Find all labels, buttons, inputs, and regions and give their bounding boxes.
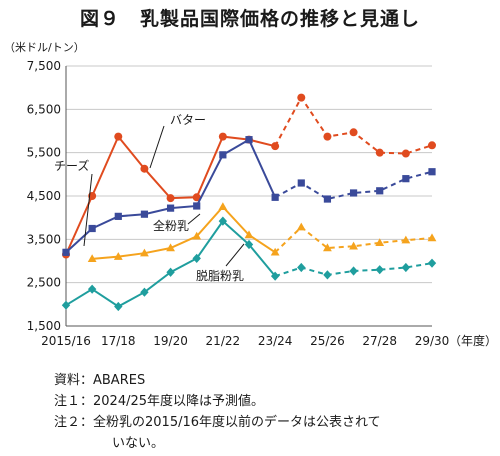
y-tick-label: 2,500	[27, 276, 61, 290]
data-point	[140, 210, 149, 218]
data-point	[349, 128, 358, 137]
data-point	[375, 265, 384, 275]
series-annotation: 脱脂粉乳	[196, 268, 244, 283]
y-axis-label: （米ドル/トン）	[4, 41, 85, 54]
data-point	[87, 254, 97, 263]
line-chart: 1,500 2,500 3,500 4,500 5,500 6,500 7,500 2015/…	[4, 41, 497, 348]
data-point	[140, 248, 149, 257]
annotation-leader	[187, 213, 201, 225]
series-line-actual	[65, 219, 276, 308]
data-point	[114, 132, 123, 141]
x-tick-label: 19/20	[153, 334, 188, 348]
x-tick-label: 2015/16	[41, 334, 91, 348]
data-point	[401, 262, 411, 273]
data-point	[270, 247, 280, 256]
annotation-leader	[83, 173, 93, 247]
series-annotation: 全粉乳	[153, 218, 189, 233]
data-point	[192, 253, 201, 263]
data-point	[323, 132, 332, 141]
data-point	[270, 271, 280, 281]
data-point	[349, 266, 358, 276]
annotation-leader	[149, 125, 165, 169]
data-point	[297, 262, 306, 273]
x-tick-label: 29/30	[415, 334, 450, 348]
data-point	[114, 301, 123, 312]
data-point	[428, 141, 436, 150]
y-tick-label: 3,500	[27, 232, 61, 246]
data-point	[323, 195, 332, 203]
data-point	[113, 252, 123, 260]
x-tick-label: 23/24	[258, 334, 293, 348]
data-point	[427, 233, 437, 242]
x-axis-label: （年度）	[449, 333, 497, 348]
series-line-forecast	[274, 95, 433, 155]
data-point	[166, 204, 175, 212]
data-point	[140, 164, 149, 173]
series-annotation: チーズ	[54, 158, 89, 173]
data-point	[192, 193, 201, 202]
data-point	[114, 212, 122, 220]
data-point	[271, 142, 280, 151]
data-point	[323, 243, 332, 252]
y-tick-label: 5,500	[27, 146, 61, 160]
data-point	[166, 243, 175, 252]
data-point	[218, 202, 228, 211]
annotation-leader	[225, 243, 245, 267]
series-line-actual	[92, 205, 276, 260]
chart-title: 図９ 乳製品国際価格の推移と見通し	[79, 8, 420, 30]
chart-notes: 資料：ABARES 注１：2024/25年度以降は予測値。 注２：全粉乳の201…	[54, 370, 381, 454]
data-point	[375, 238, 385, 246]
data-point	[244, 230, 254, 239]
x-tick-label: 25/26	[310, 334, 345, 348]
data-point	[297, 93, 306, 102]
y-tick-label: 6,500	[27, 102, 61, 116]
data-point	[88, 224, 96, 233]
data-point	[296, 222, 306, 231]
note-2-continued: いない。	[112, 436, 165, 451]
data-point	[193, 202, 201, 210]
data-point	[140, 287, 149, 297]
y-tick-label: 4,500	[27, 189, 61, 203]
data-point	[166, 267, 175, 277]
note-1: 注１：2024/25年度以降は予測値。	[54, 394, 265, 409]
data-point	[62, 248, 70, 256]
data-point	[349, 189, 358, 197]
data-point	[376, 187, 384, 195]
x-tick-label: 17/18	[101, 334, 136, 348]
data-point	[401, 149, 410, 158]
data-point	[402, 175, 410, 183]
data-point	[166, 194, 175, 203]
source-note: 資料：ABARES	[54, 373, 146, 388]
x-tick-label: 27/28	[362, 334, 397, 348]
data-point	[244, 239, 254, 250]
x-tick-label: 21/22	[206, 334, 241, 348]
data-point	[427, 258, 437, 268]
data-point	[218, 216, 228, 226]
data-point	[61, 300, 71, 310]
data-point	[401, 235, 411, 244]
data-point	[271, 193, 279, 201]
data-point	[323, 270, 332, 280]
y-tick-label: 1,500	[27, 319, 61, 333]
data-point	[428, 168, 436, 176]
note-2: 注２：全粉乳の2015/16年度以前のデータは公表されて	[54, 415, 381, 430]
series-annotation: バター	[170, 113, 206, 127]
data-point	[219, 151, 227, 159]
data-point	[349, 241, 358, 250]
data-point	[192, 231, 202, 240]
data-point	[87, 284, 97, 294]
data-point	[245, 136, 253, 144]
data-point	[218, 132, 227, 141]
data-point	[375, 148, 384, 157]
data-point	[297, 179, 305, 187]
y-tick-label: 7,500	[27, 59, 61, 73]
